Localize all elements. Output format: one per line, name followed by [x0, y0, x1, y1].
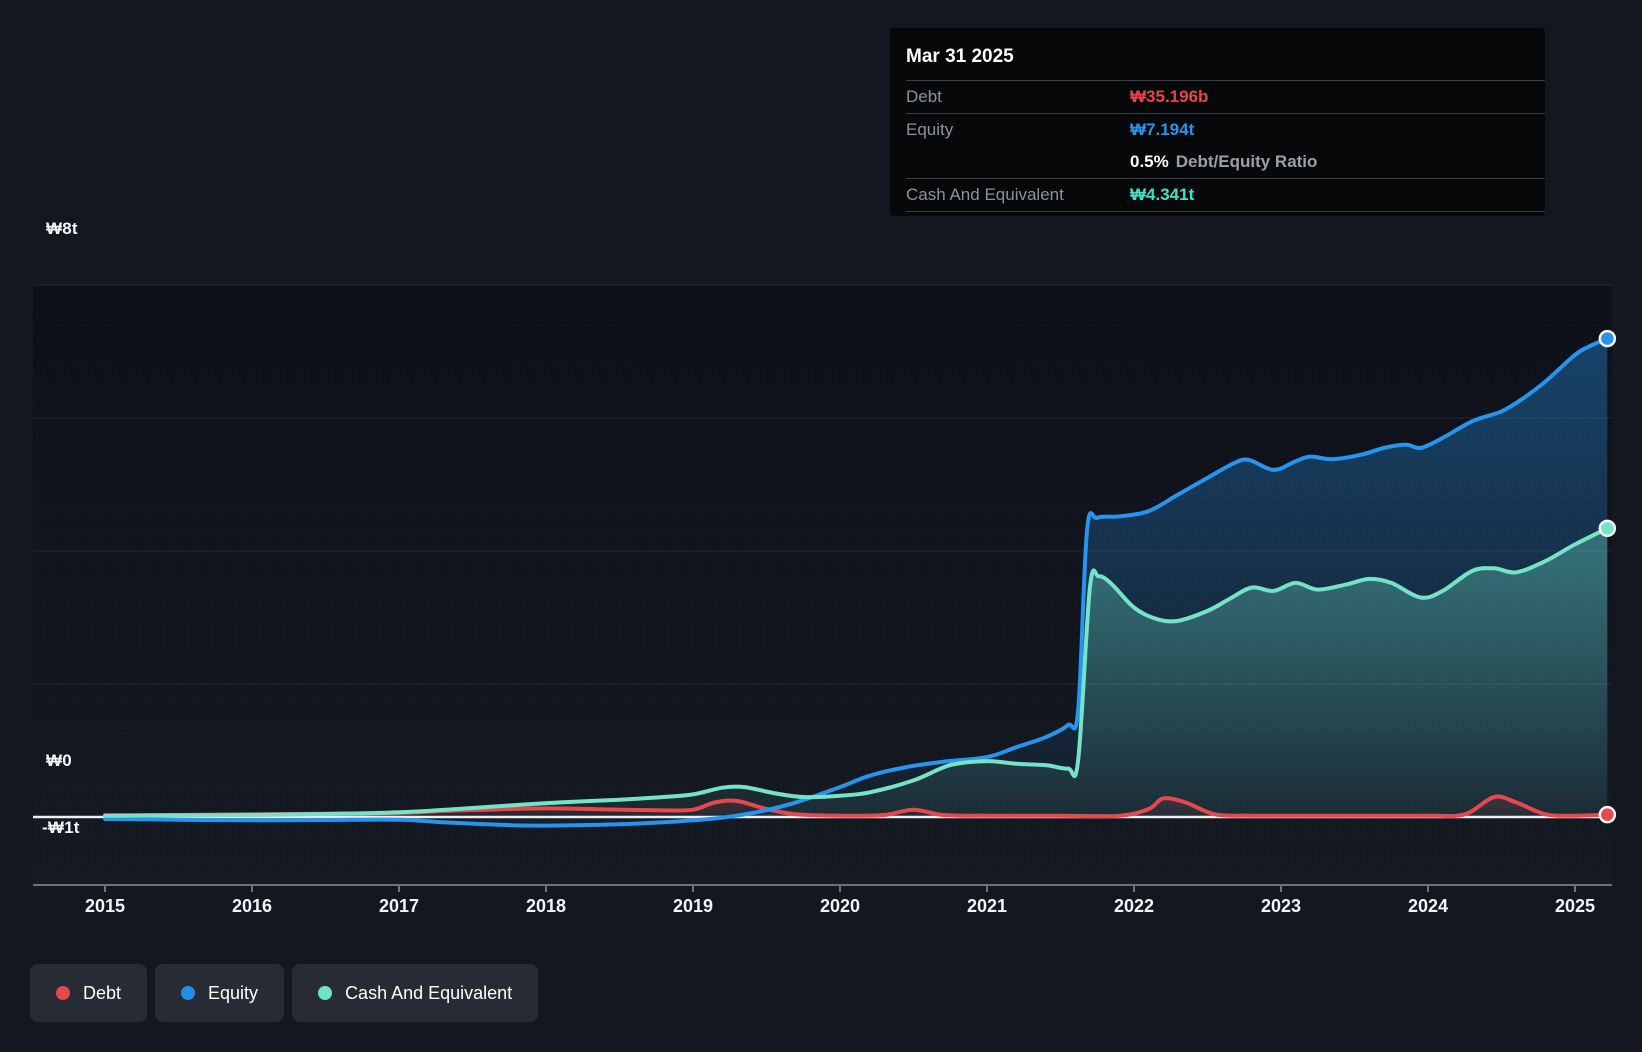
cash-and-equivalent-area [105, 528, 1608, 817]
tooltip-debt-value: ₩35.196b [1130, 87, 1209, 106]
tooltip-equity-label: Equity [906, 120, 954, 139]
tooltip-row-debt: Debt ₩35.196b [890, 81, 1545, 113]
x-tick-label: 2025 [1554, 896, 1596, 916]
cash-line[interactable] [103, 526, 1610, 818]
tooltip-row-ratio: 0.5% Debt/Equity Ratio [890, 146, 1545, 178]
x-tick-label: 2015 [84, 896, 126, 916]
tooltip-cash-value: ₩4.341t [1130, 185, 1195, 204]
legend-item-equity[interactable]: Equity [155, 964, 285, 1022]
tooltip-equity-value: ₩7.194t [1130, 120, 1195, 139]
tooltip-ratio-value: 0.5% [1130, 152, 1169, 171]
x-tick-label: 2021 [966, 896, 1008, 916]
y-tick-label: ₩0 [46, 751, 72, 770]
x-tick-label: 2018 [525, 896, 567, 916]
x-tick-label: 2022 [1113, 896, 1155, 916]
legend-item-debt[interactable]: Debt [30, 964, 148, 1022]
equity-endpoint[interactable] [1598, 329, 1617, 348]
chart-legend: Debt Equity Cash And Equivalent [30, 964, 539, 1022]
tooltip-divider [906, 178, 1545, 179]
equity-legend-dot-icon [181, 986, 196, 1000]
chart-tooltip: Mar 31 2025 Debt ₩35.196b Equity ₩7.194t… [890, 28, 1545, 216]
legend-debt-label: Debt [83, 982, 122, 1003]
tooltip-divider [906, 113, 1545, 114]
x-tick-label: 2016 [231, 896, 273, 916]
debt-endpoint[interactable] [1598, 805, 1617, 824]
y-tick-label: -₩1t [42, 817, 80, 837]
legend-cash-label: Cash And Equivalent [345, 982, 513, 1003]
debt-legend-dot-icon [56, 986, 70, 1000]
tooltip-date: Mar 31 2025 [906, 46, 1014, 67]
tooltip-cash-label: Cash And Equivalent [906, 185, 1064, 204]
cash-legend-dot-icon [318, 986, 333, 1000]
tooltip-ratio-label: Debt/Equity Ratio [1175, 152, 1318, 171]
legend-item-cash[interactable]: Cash And Equivalent [292, 964, 539, 1022]
debt-area [105, 796, 1608, 817]
x-tick-label: 2020 [819, 896, 861, 916]
tooltip-row-cash: Cash And Equivalent ₩4.341t [890, 179, 1545, 211]
x-tick-label: 2024 [1407, 896, 1449, 916]
tooltip-divider [906, 211, 1545, 212]
x-tick-label: 2017 [378, 896, 420, 916]
equity-line[interactable] [103, 336, 1610, 828]
tooltip-debt-label: Debt [906, 87, 942, 106]
y-tick-label: ₩8t [46, 219, 78, 238]
legend-equity-label: Equity [208, 982, 259, 1003]
cash-endpoint[interactable] [1598, 519, 1617, 538]
tooltip-row-equity: Equity ₩7.194t [890, 114, 1545, 146]
tooltip-divider [906, 80, 1545, 81]
x-tick-label: 2023 [1260, 896, 1302, 916]
x-tick-label: 2019 [672, 896, 714, 916]
